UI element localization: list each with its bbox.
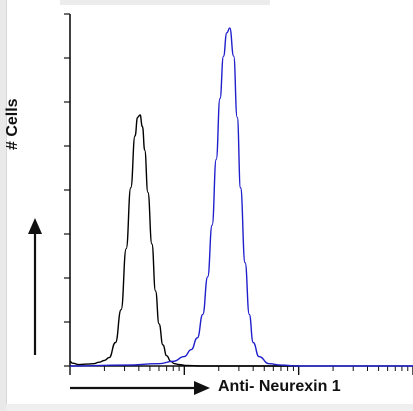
x-axis-label: Anti- Neurexin 1 bbox=[218, 378, 341, 395]
series-group bbox=[69, 27, 413, 367]
axes-group bbox=[64, 13, 413, 375]
control-histogram-line bbox=[69, 114, 299, 367]
x-axis-arrow-head bbox=[194, 381, 210, 395]
left-frame-edge bbox=[0, 0, 7, 411]
arrows-group bbox=[28, 218, 210, 395]
y-axis-arrow-head bbox=[28, 218, 42, 234]
sample-histogram-line bbox=[69, 27, 413, 367]
bottom-frame-edge bbox=[6, 404, 413, 411]
top-frame-edge bbox=[60, 0, 270, 5]
